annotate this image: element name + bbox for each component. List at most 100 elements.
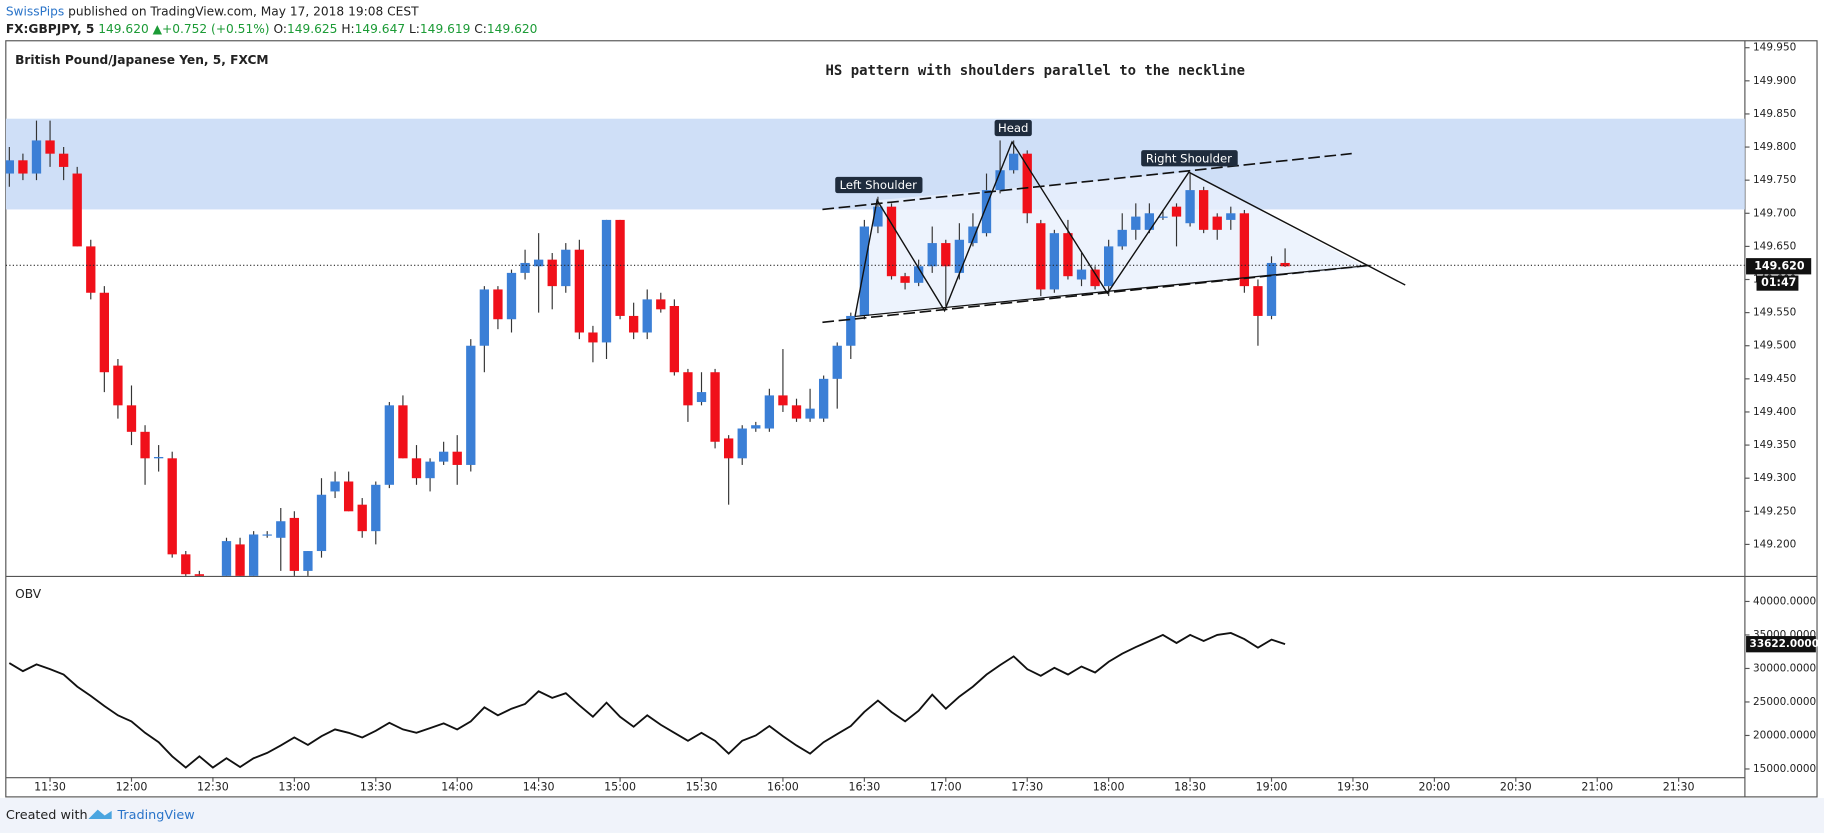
candle-body [886,206,897,277]
candle-body [900,276,910,283]
resistance-zone [5,118,1745,210]
annotation-title: HS pattern with shoulders parallel to th… [826,63,1246,79]
candle-body [425,461,435,479]
candle-body [1253,286,1263,316]
candle-body [778,395,788,406]
y-tick-label: 149.400 [1753,406,1796,418]
candle-body [656,299,666,310]
right-shoulder-box [1141,150,1238,167]
candle-body [832,345,842,379]
candle-body [58,153,69,167]
left-shoulder-label: Left Shoulder [840,178,918,192]
candle-body [18,160,28,174]
author[interactable]: SwissPips [6,4,64,18]
symbol: FX:GBPJPY, 5 [6,22,95,36]
y-tick-label: 149.450 [1753,373,1796,385]
candle-body [1226,213,1236,220]
candle-body [941,243,951,267]
candle-body [805,408,815,419]
candle-body [1171,206,1182,217]
l: 149.619 [420,22,470,36]
x-tick-label: 21:30 [1663,781,1695,794]
x-tick-label: 14:30 [523,781,555,794]
candle-body [153,456,164,459]
x-tick-label: 12:30 [197,781,229,794]
footer-brand[interactable]: TradingView [116,808,194,823]
candle-body [1185,190,1195,224]
candle-body [1266,262,1277,316]
chart-title: British Pound/Japanese Yen, 5, FXCM [15,53,268,67]
candle-body [5,160,14,174]
candle-body [1063,233,1073,277]
candle-body [642,299,652,333]
candle-body [818,378,829,419]
candle-body [1158,216,1168,218]
x-tick-label: 13:00 [278,781,310,794]
candle-body [981,190,992,234]
obv-title: OBV [15,587,42,601]
candle-body [31,140,42,174]
candle-body [411,458,422,479]
candle-body [588,332,598,343]
candle-body [86,246,96,293]
x-tick-label: 20:00 [1418,781,1450,794]
candle-body [479,289,490,346]
candle-body [194,574,205,576]
y-tick-label: 149.800 [1753,141,1796,153]
h: 149.647 [355,22,405,36]
axes: 149.950 149.900 149.850 149.800 149.750 149.7… [34,42,1819,794]
o-label: O: [273,22,287,36]
frame [5,40,1818,798]
pattern-lines: Left Shoulder Head Right Shoulder [5,119,1745,324]
y-tick-label: 149.700 [1753,207,1796,219]
candle-body [303,551,313,571]
l-label: L: [409,22,420,36]
candle-body [452,451,462,465]
x-tick-label: 13:30 [360,781,392,794]
candle-body [710,372,720,442]
hs-zigzag [854,140,1406,317]
x-tick-label: 16:00 [767,781,799,794]
candle-body [547,259,557,287]
candle-body [493,289,503,320]
obv-tag-label: 33622.0000 [1750,638,1819,650]
candle-body [1049,233,1060,290]
logo [88,809,112,819]
candle-body [289,517,300,571]
footer-bar [0,798,1824,833]
candle-body [1280,262,1290,267]
candle-body [466,345,476,465]
y-tick-label: 149.250 [1753,505,1796,517]
y-tick-label: 149.200 [1753,538,1796,550]
x-tick-label: 17:30 [1011,781,1043,794]
candle-body [248,534,259,576]
candle-body [1090,269,1100,287]
h-label: H: [341,22,354,36]
candle-body [221,541,232,576]
candle-body [72,173,82,247]
candle-body [398,405,408,459]
candle-body [506,272,517,320]
candle-body [1144,213,1155,230]
candle-body [181,554,191,575]
candle-body [954,239,965,273]
x-tick-label: 16:30 [848,781,880,794]
candle-body [1104,246,1114,287]
price-pane [5,120,1290,576]
obv-line [8,632,1286,769]
x-tick-label: 17:00 [930,781,962,794]
candle-body [669,305,680,373]
candle-body [438,451,449,462]
candle-body [764,395,775,429]
candle-body [968,226,978,244]
candle-body [343,481,354,512]
obv-pane [8,632,1286,769]
candle-body [1009,153,1019,171]
candle-body [520,262,530,273]
obv-tag [1746,636,1816,653]
candle-body [1212,216,1222,230]
candle-body [371,484,381,532]
y-tick-label: 20000.0000 [1753,729,1816,741]
candle-body [167,458,177,555]
